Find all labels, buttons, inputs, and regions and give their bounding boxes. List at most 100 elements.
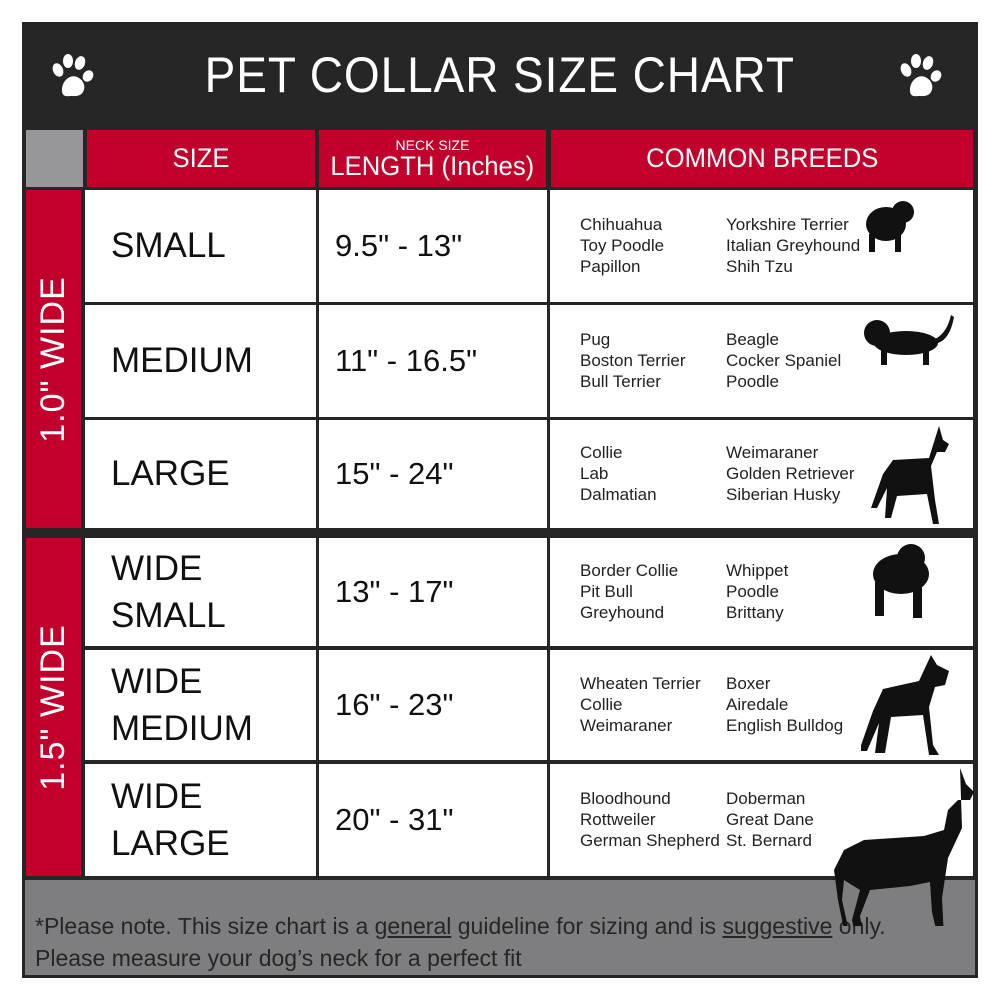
size-cell: WIDE SMALL [85, 538, 316, 646]
note-underlined: general [374, 913, 452, 939]
size-label: LARGE [111, 824, 230, 863]
size-label: WIDE [111, 776, 203, 816]
breed-name: Lab [580, 464, 609, 483]
breed-name: St. Bernard [726, 831, 812, 850]
breed-name: Boxer [726, 674, 771, 693]
length-value: 11" - 16.5" [335, 343, 478, 378]
footer-note: *Please note. This size chart is a gener… [25, 880, 975, 975]
length-cell: 9.5" - 13" [319, 190, 547, 302]
note-text: only. [832, 913, 886, 939]
bulldog-silhouette-icon [873, 544, 929, 618]
breed-name: Golden Retriever [726, 464, 855, 483]
breed-name: Chihuahua [580, 215, 663, 234]
group-label-text: 1.0" WIDE [34, 275, 72, 443]
note-text: guideline for sizing and is [451, 913, 723, 939]
size-label: SMALL [111, 226, 226, 266]
length-value: 15" - 24" [335, 456, 454, 491]
pitbull-silhouette-icon [861, 655, 949, 755]
breed-name: English Bulldog [726, 716, 844, 735]
length-cell: 11" - 16.5" [319, 305, 547, 417]
breed-name: Poodle [726, 582, 779, 601]
group-label-text: 1.5" WIDE [34, 623, 72, 791]
breed-name: Doberman [726, 789, 806, 808]
length-cell: 13" - 17" [319, 538, 547, 646]
footer-line-2: Please measure your dog’s neck for a per… [35, 945, 522, 971]
size-cell: LARGE [85, 420, 316, 528]
paw-icon [900, 54, 942, 97]
note-underlined: suggestive [722, 913, 833, 939]
note-text: *Please note. This size chart is a [35, 913, 375, 939]
breed-name: Pit Bull [580, 582, 633, 601]
footer-line-1: *Please note. This size chart is a gener… [35, 910, 975, 942]
header-breeds: COMMON BREEDS [551, 130, 973, 187]
header-breeds-label: COMMON BREEDS [645, 143, 879, 173]
breed-name: Dalmatian [580, 485, 657, 504]
group-label-1in: 1.0" WIDE [26, 190, 81, 528]
breeds-list-2: Boxer Airedale English Bulldog [726, 673, 843, 736]
breeds-list-1: Collie Lab Dalmatian [580, 442, 657, 505]
breed-name: Poodle [726, 372, 779, 391]
size-label: SMALL [111, 596, 226, 635]
breed-name: Collie [580, 695, 623, 714]
breeds-cell: Wheaten Terrier Collie Weimaraner Boxer Air… [550, 650, 973, 760]
breed-name: Bull Terrier [580, 372, 661, 391]
breeds-list-1: Border Collie Pit Bull Greyhound [580, 560, 678, 623]
length-value: 16" - 23" [335, 687, 454, 722]
length-value: 9.5" - 13" [335, 228, 463, 263]
breed-name: Whippet [726, 561, 789, 580]
length-cell: 15" - 24" [319, 420, 547, 528]
breeds-cell: Collie Lab Dalmatian Weimaraner Golden Retr… [550, 420, 973, 528]
breed-name: Boston Terrier [580, 351, 686, 370]
length-cell: 16" - 23" [319, 650, 547, 760]
size-label: MEDIUM [111, 341, 253, 381]
breed-name: Siberian Husky [726, 485, 841, 504]
breeds-list-2: Whippet Poodle Brittany [726, 560, 788, 623]
small-dog-silhouette-icon [866, 201, 914, 252]
breed-name: Weimaraner [580, 716, 673, 735]
breeds-cell: Pug Boston Terrier Bull Terrier Beagle Cock… [550, 305, 973, 417]
size-label: MEDIUM [111, 709, 253, 748]
breed-name: Brittany [726, 603, 784, 622]
size-cell: MEDIUM [85, 305, 316, 417]
size-label: WIDE [111, 548, 203, 588]
header-length: NECK SIZE LENGTH (Inches) [319, 130, 546, 187]
breed-name: Beagle [726, 330, 779, 349]
breeds-list-1: Bloodhound Rottweiler German Shepherd [580, 788, 720, 851]
breeds-list-1: Pug Boston Terrier Bull Terrier [580, 329, 686, 392]
breeds-cell: Bloodhound Rottweiler German Shepherd Dobe… [550, 764, 973, 876]
size-cell: SMALL [85, 190, 316, 302]
breed-name: Border Collie [580, 561, 679, 580]
breed-name: Toy Poodle [580, 236, 665, 255]
title-bar: PET COLLAR SIZE CHART [22, 22, 978, 128]
breeds-list-2: Doberman Great Dane St. Bernard [726, 788, 814, 851]
doberman-silhouette-icon [834, 768, 974, 926]
breeds-cell: Chihuahua Toy Poodle Papillon Yorkshire Te… [550, 190, 973, 302]
breed-name: Shih Tzu [726, 257, 793, 276]
breeds-list-1: Wheaten Terrier Collie Weimaraner [580, 673, 701, 736]
breed-name: Weimaraner [726, 443, 819, 462]
medium-dog-silhouette-icon [864, 315, 954, 365]
header-neck-size-label: NECK SIZE [395, 136, 470, 153]
breed-name: Cocker Spaniel [726, 351, 842, 370]
breed-name: Papillon [580, 257, 641, 276]
breed-name: Airedale [726, 695, 789, 714]
size-cell: WIDE LARGE [85, 764, 316, 876]
header-length-label: LENGTH (Inches) [330, 150, 535, 181]
length-value: 13" - 17" [335, 574, 454, 609]
group-label-1-5in: 1.5" WIDE [26, 538, 81, 876]
breeds-list-2: Weimaraner Golden Retriever Siberian Husky [726, 442, 855, 505]
breed-name: Yorkshire Terrier [726, 215, 849, 234]
large-dog-silhouette-icon [871, 426, 949, 524]
breeds-list-2: Beagle Cocker Spaniel Poodle [726, 329, 841, 392]
breeds-cell: Border Collie Pit Bull Greyhound Whippet Po… [550, 538, 973, 646]
breed-name: Bloodhound [580, 789, 671, 808]
breed-name: Rottweiler [580, 810, 656, 829]
breed-name: Greyhound [580, 603, 665, 622]
breeds-list-1: Chihuahua Toy Poodle Papillon [580, 214, 664, 277]
size-cell: WIDE MEDIUM [85, 650, 316, 760]
breed-name: Great Dane [726, 810, 814, 829]
breed-name: Wheaten Terrier [580, 674, 701, 693]
corner-cell [26, 130, 83, 187]
breed-name: Pug [580, 330, 611, 349]
header-size: SIZE [87, 130, 315, 187]
